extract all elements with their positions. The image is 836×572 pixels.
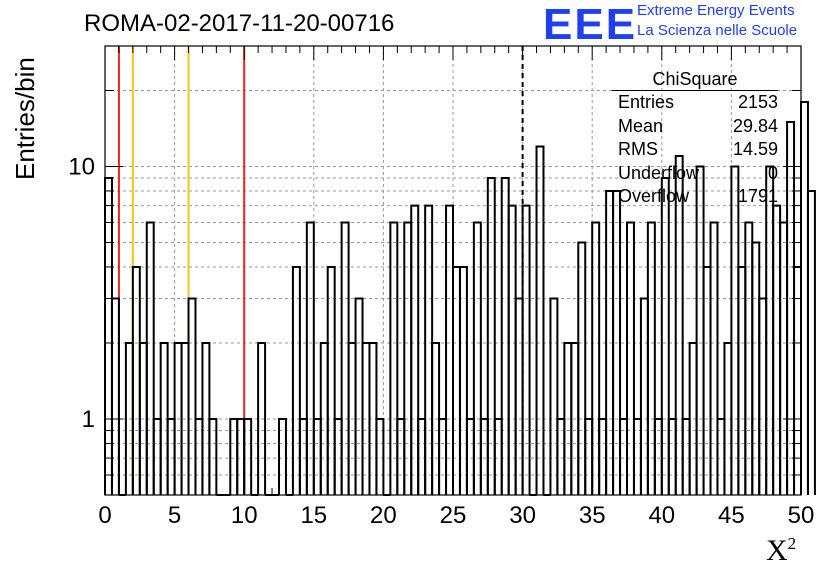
x-axis-label-base: X — [766, 534, 788, 567]
eee-tagline-1: Extreme Energy Events — [637, 2, 795, 19]
histogram-bin — [340, 221, 350, 495]
stats-row-overflow: Overflow 1791 — [612, 185, 778, 209]
histogram-bin — [326, 265, 336, 495]
x-tick-label: 25 — [440, 502, 467, 529]
stats-row-mean: Mean 29.84 — [612, 115, 778, 139]
eee-tagline-2: La Scienza nelle Scuole — [637, 22, 798, 39]
histogram-bin — [354, 297, 364, 495]
histogram-bin — [424, 204, 434, 495]
histogram-bin — [305, 221, 315, 495]
x-tick-label: 35 — [579, 502, 606, 529]
stats-row-entries: Entries 2153 — [612, 91, 778, 115]
histogram-bin — [486, 177, 496, 495]
stats-row-rms: RMS 14.59 — [612, 138, 778, 162]
x-tick-label: 0 — [98, 502, 111, 529]
stats-value: 2153 — [737, 92, 778, 112]
histogram-bin — [514, 297, 524, 495]
x-tick-label: 30 — [509, 502, 536, 529]
stats-value: 14.59 — [732, 139, 778, 159]
stats-row-underflow: Underflow 0 — [612, 162, 778, 186]
histogram-bin — [612, 189, 622, 495]
x-tick-label: 40 — [648, 502, 675, 529]
histogram-bin — [507, 204, 517, 495]
y-tick-label: 1 — [82, 406, 95, 433]
histogram-bin — [375, 417, 385, 495]
histogram-bin — [389, 221, 399, 495]
histogram-bin — [695, 165, 705, 495]
histogram-bin — [709, 221, 719, 495]
histogram-bin — [758, 297, 768, 495]
stats-label: RMS — [618, 139, 658, 159]
histogram-bin — [660, 177, 670, 495]
histogram-bin — [458, 265, 468, 495]
histogram-bin — [278, 417, 287, 495]
histogram-bin — [104, 177, 113, 495]
histogram-bin — [472, 221, 482, 495]
histogram-bin — [131, 265, 141, 495]
histogram-bin — [500, 177, 510, 495]
y-axis-label: Entries/bin — [10, 57, 40, 180]
x-tick-label: 10 — [231, 502, 258, 529]
stats-value: 0 — [767, 162, 778, 183]
histogram-bin — [145, 221, 155, 495]
histogram-bin — [521, 204, 531, 495]
stats-box: ChiSquare Entries 2153 Mean 29.84 RMS 14.59… — [612, 68, 778, 209]
histogram-bin — [751, 241, 761, 495]
histogram-bin — [730, 165, 740, 495]
x-tick-label: 45 — [718, 502, 745, 529]
x-tick-label: 20 — [370, 502, 397, 529]
histogram-bin — [243, 417, 253, 495]
histogram-bin — [410, 204, 420, 495]
histogram-bin — [639, 297, 649, 495]
histogram-bin — [744, 221, 754, 495]
histogram-bin — [806, 189, 816, 495]
histogram-bin — [702, 265, 712, 495]
histogram-bin — [772, 204, 782, 495]
histogram-bin — [800, 101, 809, 495]
histogram-bin — [403, 221, 413, 495]
histogram-bin — [549, 297, 559, 495]
histogram-bin — [452, 265, 461, 495]
x-tick-label: 50 — [788, 502, 815, 529]
stats-title: ChiSquare — [652, 69, 738, 89]
stats-label: Mean — [618, 115, 664, 136]
x-tick-label: 5 — [168, 502, 181, 529]
histogram-bin — [793, 265, 802, 495]
stats-divider — [612, 90, 778, 91]
histogram-bin — [291, 265, 301, 495]
stats-label: Underflow — [618, 162, 700, 183]
histogram-bin — [535, 145, 545, 495]
histogram-bin — [646, 221, 656, 495]
y-tick-label: 10 — [68, 153, 95, 180]
histogram-bin — [110, 297, 120, 495]
histogram-bin — [591, 221, 601, 495]
stats-label: Overflow — [618, 186, 690, 206]
x-tick-label: 15 — [300, 502, 327, 529]
histogram-bin — [765, 165, 775, 495]
histogram-bin — [737, 265, 747, 495]
histogram-bin — [187, 297, 197, 495]
x-axis-label: X2 — [766, 534, 796, 568]
histogram-bin — [257, 341, 267, 495]
stats-value: 1791 — [737, 186, 778, 206]
eee-logo: EEE — [543, 0, 638, 49]
histogram-bin — [208, 417, 218, 495]
stats-label: Entries — [618, 92, 675, 112]
histogram-bin — [626, 221, 635, 495]
histogram-bin — [779, 221, 789, 495]
x-axis-label-sup: 2 — [787, 534, 797, 553]
stats-value: 29.84 — [732, 115, 778, 136]
histogram-bin — [577, 241, 587, 495]
histogram-bin — [674, 155, 684, 495]
histogram-bin — [445, 204, 454, 495]
run-title: ROMA-02-2017-11-20-00716 — [84, 10, 395, 37]
